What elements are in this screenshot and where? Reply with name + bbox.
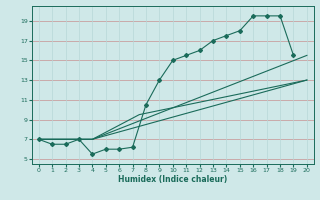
X-axis label: Humidex (Indice chaleur): Humidex (Indice chaleur) xyxy=(118,175,228,184)
